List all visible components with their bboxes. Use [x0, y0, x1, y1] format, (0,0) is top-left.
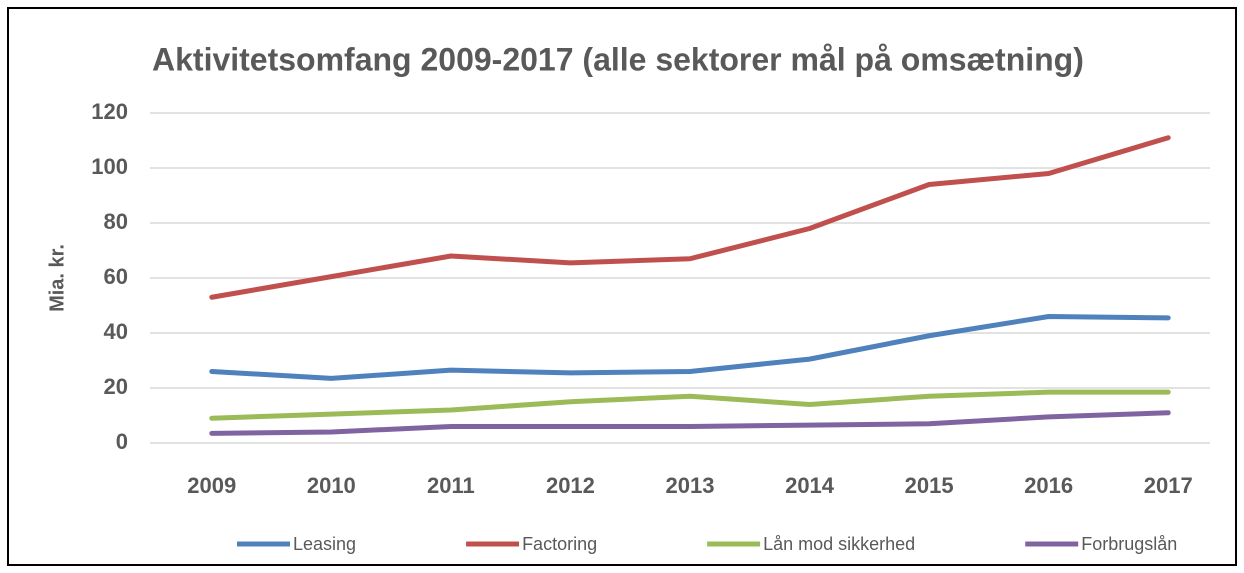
- x-tick-label: 2009: [187, 473, 236, 498]
- y-tick-label: 100: [91, 154, 128, 179]
- series-line: [209, 389, 1171, 421]
- series-line: [209, 135, 1171, 300]
- x-tick-label: 2012: [546, 473, 595, 498]
- x-tick-label: 2016: [1024, 473, 1073, 498]
- legend-label: Forbrugslån: [1081, 534, 1177, 554]
- y-tick-label: 20: [104, 374, 128, 399]
- y-tick-label: 60: [104, 264, 128, 289]
- x-tick-label: 2010: [307, 473, 356, 498]
- y-tick-label: 40: [104, 319, 128, 344]
- legend-label: Leasing: [293, 534, 356, 554]
- x-tick-label: 2013: [666, 473, 715, 498]
- y-tick-label: 120: [91, 99, 128, 124]
- y-tick-label: 80: [104, 209, 128, 234]
- x-tick-label: 2011: [427, 473, 475, 498]
- legend-label: Factoring: [522, 534, 597, 554]
- x-tick-label: 2015: [905, 473, 954, 498]
- chart-title: Aktivitetsomfang 2009-2017 (alle sektore…: [152, 41, 1084, 77]
- x-tick-label: 2017: [1144, 473, 1193, 498]
- series-line: [209, 410, 1171, 436]
- legend-label: Lån mod sikkerhed: [763, 534, 915, 554]
- y-tick-label: 0: [116, 429, 128, 454]
- chart-border: [7, 7, 1237, 566]
- series-line: [209, 314, 1171, 381]
- y-axis-label: Mia. kr.: [46, 244, 68, 312]
- x-tick-label: 2014: [785, 473, 835, 498]
